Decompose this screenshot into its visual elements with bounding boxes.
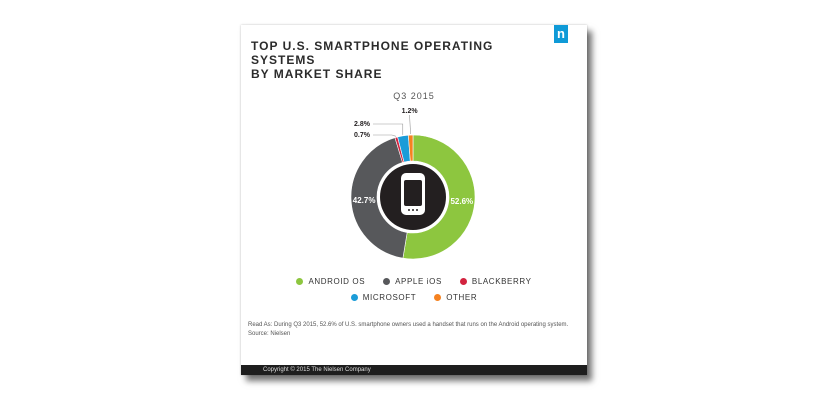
legend-swatch-microsoft xyxy=(350,294,358,301)
legend-row-1: ANDROID OS APPLE iOS BLACKBERRY xyxy=(241,277,587,286)
source-note: Source: Nielsen xyxy=(248,331,291,337)
donut-slice-apple-ios xyxy=(350,137,408,259)
chart-period: Q3 2015 xyxy=(393,91,435,101)
smartphone-screen xyxy=(404,180,422,206)
infographic-card: TOP U.S. SMARTPHONE OPERATING SYSTEMS BY… xyxy=(241,25,587,375)
legend-item-microsoft: MICROSOFT xyxy=(350,293,417,302)
legend-row-2: MICROSOFT OTHER xyxy=(241,293,587,302)
legend-item-other: OTHER xyxy=(434,293,477,302)
legend-label-microsoft: MICROSOFT xyxy=(362,293,417,302)
legend-swatch-android xyxy=(296,278,304,285)
chart-title-line-2: BY MARKET SHARE xyxy=(251,67,383,81)
legend-item-android: ANDROID OS xyxy=(296,277,365,286)
chart-note: Read As: During Q3 2015, 52.6% of U.S. s… xyxy=(248,321,583,339)
legend-label-other: OTHER xyxy=(446,293,478,302)
legend-label-android: ANDROID OS xyxy=(308,277,366,286)
smartphone-button-1 xyxy=(408,209,410,211)
donut-chart: 52.6% 42.7% 2.8% 0.7% 1.2% xyxy=(350,108,476,260)
leader-other xyxy=(409,115,411,135)
legend-swatch-other xyxy=(434,294,442,301)
legend-label-apple: APPLE iOS xyxy=(395,277,442,286)
legend-swatch-blackberry xyxy=(459,278,467,285)
data-label-android-os: 52.6% xyxy=(450,197,473,206)
data-label-other: 1.2% xyxy=(402,108,419,115)
leader-microsoft xyxy=(373,123,404,135)
smartphone-button-3 xyxy=(416,209,418,211)
chart-title-line-1: TOP U.S. SMARTPHONE OPERATING SYSTEMS xyxy=(251,39,494,67)
donut-slice-android-os xyxy=(402,134,476,260)
data-label-blackberry: 0.7% xyxy=(354,132,371,139)
legend-item-blackberry: BLACKBERRY xyxy=(459,277,532,286)
legend-swatch-apple xyxy=(383,278,391,285)
donut-slice-other xyxy=(408,134,414,162)
data-label-microsoft: 2.8% xyxy=(354,121,371,128)
nielsen-logo: n xyxy=(554,25,568,43)
leader-blackberry xyxy=(373,134,397,137)
legend-item-apple: APPLE iOS xyxy=(383,277,442,286)
chart-title: TOP U.S. SMARTPHONE OPERATING SYSTEMS BY… xyxy=(251,39,541,81)
data-label-apple-ios: 42.7% xyxy=(353,196,376,205)
legend-label-blackberry: BLACKBERRY xyxy=(471,277,532,286)
read-as-note: Read As: During Q3 2015, 52.6% of U.S. s… xyxy=(248,322,569,328)
smartphone-button-2 xyxy=(412,209,414,211)
copyright-footer: Copyright © 2015 The Nielsen Company xyxy=(241,365,587,375)
